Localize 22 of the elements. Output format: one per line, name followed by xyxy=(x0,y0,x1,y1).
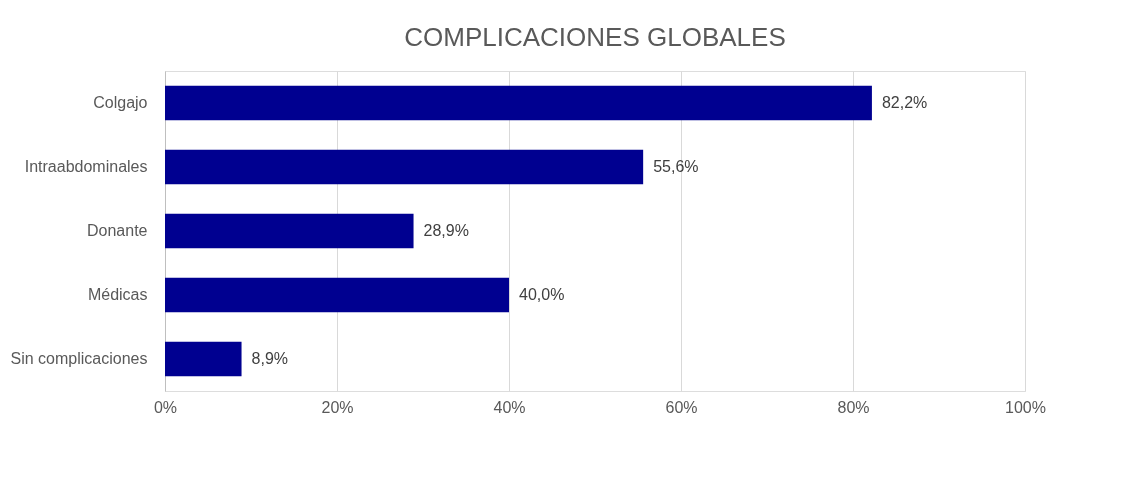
x-tick-label: 100% xyxy=(1005,398,1046,416)
y-tick-label: Donante xyxy=(87,222,148,239)
y-tick-label: Colgajo xyxy=(93,94,148,111)
data-label: 82,2% xyxy=(881,94,928,111)
bar xyxy=(165,213,414,249)
y-tick-label: Sin complicaciones xyxy=(10,350,148,367)
bar xyxy=(165,85,872,121)
bar xyxy=(165,277,509,313)
x-tick-label: 0% xyxy=(153,398,178,416)
data-label: 28,9% xyxy=(423,222,469,239)
chart-title: COMPLICACIONES GLOBALES xyxy=(404,22,786,52)
y-tick-label: Médicas xyxy=(87,286,148,303)
y-tick-label: Intraabdominales xyxy=(24,158,148,175)
data-label: 40,0% xyxy=(519,286,565,303)
data-label: 55,6% xyxy=(653,158,699,175)
x-tick-label: 20% xyxy=(321,398,354,416)
x-tick-label: 80% xyxy=(837,398,870,416)
x-tick-label: 40% xyxy=(493,398,526,416)
data-label: 8,9% xyxy=(251,350,289,367)
bar xyxy=(165,341,242,377)
x-tick-label: 60% xyxy=(665,398,698,416)
bar xyxy=(165,149,644,185)
